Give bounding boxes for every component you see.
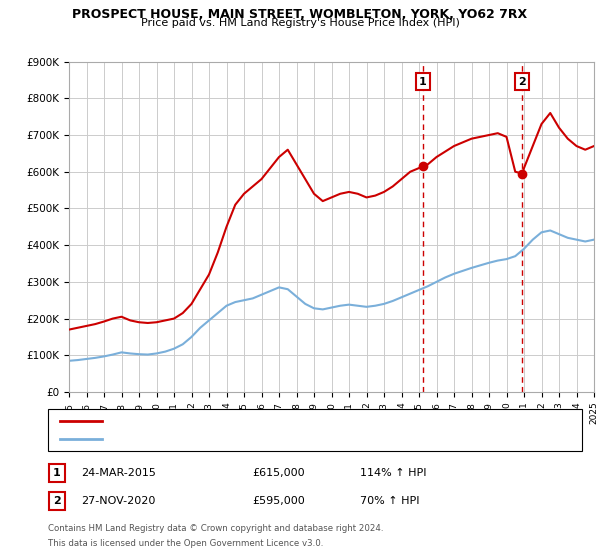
Text: 1: 1 <box>419 77 427 87</box>
Text: This data is licensed under the Open Government Licence v3.0.: This data is licensed under the Open Gov… <box>48 539 323 548</box>
Text: Price paid vs. HM Land Registry's House Price Index (HPI): Price paid vs. HM Land Registry's House … <box>140 18 460 28</box>
Text: PROSPECT HOUSE, MAIN STREET, WOMBLETON, YORK, YO62 7RX: PROSPECT HOUSE, MAIN STREET, WOMBLETON, … <box>73 8 527 21</box>
Text: 27-NOV-2020: 27-NOV-2020 <box>81 496 155 506</box>
Text: £595,000: £595,000 <box>252 496 305 506</box>
Text: 70% ↑ HPI: 70% ↑ HPI <box>360 496 419 506</box>
Text: 1: 1 <box>53 468 61 478</box>
Text: PROSPECT HOUSE, MAIN STREET, WOMBLETON, YORK, YO62 7RX (detached house): PROSPECT HOUSE, MAIN STREET, WOMBLETON, … <box>108 416 503 425</box>
Text: £615,000: £615,000 <box>252 468 305 478</box>
Text: 2: 2 <box>53 496 61 506</box>
Text: 114% ↑ HPI: 114% ↑ HPI <box>360 468 427 478</box>
Text: 2: 2 <box>518 77 526 87</box>
Text: 24-MAR-2015: 24-MAR-2015 <box>81 468 156 478</box>
Text: HPI: Average price, detached house, North Yorkshire: HPI: Average price, detached house, Nort… <box>108 435 356 444</box>
Text: Contains HM Land Registry data © Crown copyright and database right 2024.: Contains HM Land Registry data © Crown c… <box>48 524 383 533</box>
